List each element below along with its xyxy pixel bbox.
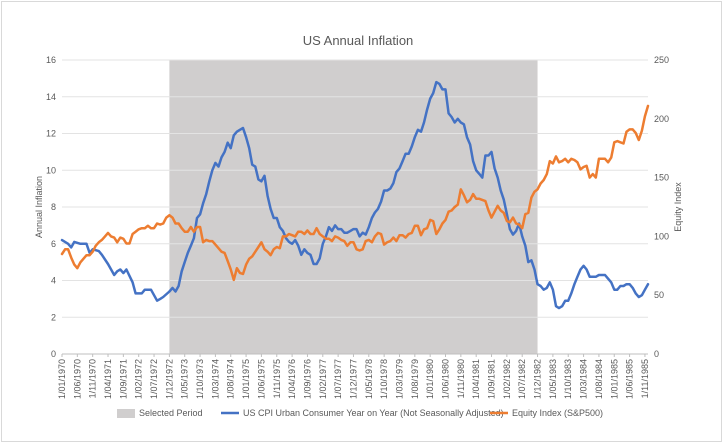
y2-tick-label: 150 bbox=[654, 173, 669, 183]
x-tick-label: 1/11/1975 bbox=[272, 359, 282, 398]
x-tick-label: 1/05/1983 bbox=[548, 359, 558, 399]
x-tick-label: 1/11/1985 bbox=[640, 359, 650, 398]
x-tick-label: 1/03/1974 bbox=[210, 359, 220, 399]
y-axis-title: Annual Inflation bbox=[34, 176, 44, 238]
x-tick-label: 1/07/1977 bbox=[333, 359, 343, 399]
x-tick-label: 1/09/1971 bbox=[118, 359, 128, 399]
y-tick-label: 16 bbox=[46, 55, 56, 65]
y2-axis-title: Equity Index bbox=[673, 182, 683, 232]
x-tick-label: 1/11/1980 bbox=[456, 359, 466, 398]
x-tick-label: 1/02/1977 bbox=[318, 359, 328, 399]
x-tick-label: 1/12/1972 bbox=[164, 359, 174, 399]
legend: Selected Period US CPI Urban Consumer Ye… bbox=[117, 408, 603, 418]
y-tick-label: 2 bbox=[51, 312, 56, 322]
x-tick-label: 1/07/1982 bbox=[517, 359, 527, 399]
x-tick-label: 1/09/1981 bbox=[487, 359, 497, 399]
equity-series-line bbox=[60, 104, 650, 282]
x-tick-label: 1/10/1983 bbox=[563, 359, 573, 399]
x-tick-label: 1/08/1974 bbox=[226, 359, 236, 399]
x-tick-label: 1/10/1978 bbox=[379, 359, 389, 399]
y-tick-label: 4 bbox=[51, 276, 56, 286]
x-tick-label: 1/01/1985 bbox=[609, 359, 619, 399]
x-tick-label: 1/06/1985 bbox=[625, 359, 635, 399]
x-tick-label: 1/06/1970 bbox=[72, 359, 82, 399]
x-tick-label: 1/01/1975 bbox=[241, 359, 251, 399]
cpi-series-line bbox=[60, 80, 650, 310]
x-tick-label: 1/02/1972 bbox=[134, 359, 144, 399]
x-tick-label: 1/12/1977 bbox=[348, 359, 358, 399]
x-tick-label: 1/11/1970 bbox=[88, 359, 98, 398]
chart-title: US Annual Inflation bbox=[303, 33, 414, 48]
y-tick-label: 8 bbox=[51, 202, 56, 212]
x-tick-label: 1/04/1976 bbox=[287, 359, 297, 399]
x-tick-label: 1/09/1976 bbox=[302, 359, 312, 399]
x-tick-label: 1/03/1979 bbox=[394, 359, 404, 399]
y2-tick-label: 50 bbox=[654, 290, 664, 300]
y-tick-label: 0 bbox=[51, 349, 56, 359]
x-tick-label: 1/05/1973 bbox=[180, 359, 190, 399]
y2-tick-label: 200 bbox=[654, 114, 669, 124]
x-tick-label: 1/03/1984 bbox=[579, 359, 589, 399]
y-tick-label: 6 bbox=[51, 239, 56, 249]
x-tick-label: 1/12/1982 bbox=[533, 359, 543, 399]
x-tick-label: 1/01/1970 bbox=[57, 359, 67, 399]
y2-tick-label: 100 bbox=[654, 231, 669, 241]
legend-label-selected-period: Selected Period bbox=[139, 408, 203, 418]
x-tick-label: 1/08/1979 bbox=[410, 359, 420, 399]
y-tick-label: 12 bbox=[46, 129, 56, 139]
legend-label-cpi: US CPI Urban Consumer Year on Year (Not … bbox=[243, 408, 504, 418]
y-tick-label: 14 bbox=[46, 92, 56, 102]
y2-tick-label: 0 bbox=[654, 349, 659, 359]
x-tick-label: 1/06/1975 bbox=[256, 359, 266, 399]
x-tick-label: 1/02/1982 bbox=[502, 359, 512, 399]
legend-swatch-selected-period bbox=[117, 409, 135, 418]
x-tick-label: 1/01/1980 bbox=[425, 359, 435, 399]
x-tick-label: 1/07/1972 bbox=[149, 359, 159, 399]
legend-label-equity: Equity Index (S&P500) bbox=[512, 408, 603, 418]
x-tick-label: 1/04/1981 bbox=[471, 359, 481, 399]
y2-tick-label: 250 bbox=[654, 55, 669, 65]
x-tick-label: 1/06/1980 bbox=[441, 359, 451, 399]
x-tick-label: 1/04/1971 bbox=[103, 359, 113, 399]
x-tick-label: 1/05/1978 bbox=[364, 359, 374, 399]
y-tick-label: 10 bbox=[46, 165, 56, 175]
x-tick-label: 1/10/1973 bbox=[195, 359, 205, 399]
x-tick-label: 1/08/1984 bbox=[594, 359, 604, 399]
